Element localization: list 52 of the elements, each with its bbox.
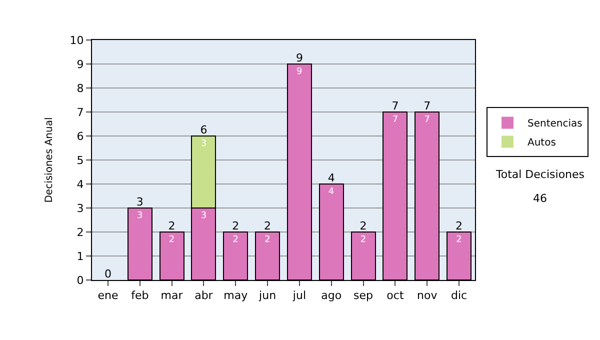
- data-label: 2: [264, 235, 270, 245]
- text: 46: [533, 192, 547, 205]
- y-tick-label: 7: [76, 106, 84, 119]
- legend-label: Sentencias: [527, 118, 582, 130]
- y-tick-label: 8: [76, 82, 84, 95]
- total-label: 0: [104, 267, 112, 280]
- x-tick-label: nov: [417, 289, 438, 302]
- total-label: 2: [232, 219, 240, 232]
- total-label: 2: [168, 219, 176, 232]
- data-label: 2: [232, 235, 238, 245]
- data-label: 2: [360, 235, 366, 245]
- data-label: 3: [200, 139, 207, 149]
- y-tick-label: 10: [70, 34, 84, 47]
- x-tick-label: feb: [131, 289, 149, 302]
- x-tick-label: ene: [98, 289, 118, 302]
- data-label: 7: [392, 115, 398, 125]
- y-tick-label: 1: [76, 250, 84, 263]
- x-tick-label: ago: [321, 289, 342, 302]
- total-label: 7: [424, 99, 431, 112]
- data-label: 9: [296, 67, 302, 77]
- text: Total Decisiones: [495, 168, 585, 181]
- total-label: 2: [456, 219, 463, 232]
- total-label: 2: [360, 219, 367, 232]
- y-tick-label: 5: [76, 154, 84, 167]
- y-tick-label: 3: [76, 202, 84, 215]
- legend-label: Autos: [527, 138, 556, 149]
- data-label: 2: [456, 235, 462, 245]
- y-axis-title: Decisiones Anual: [44, 117, 55, 203]
- total-label: 2: [264, 219, 272, 232]
- x-tick-label: dic: [450, 289, 468, 302]
- x-tick-label: jul: [292, 289, 306, 302]
- x-tick-label: may: [224, 289, 248, 302]
- data-label: 4: [328, 187, 334, 197]
- total-label: 9: [296, 51, 303, 64]
- y-tick-label: 9: [76, 58, 84, 71]
- y-tick-label: 6: [76, 130, 84, 143]
- x-tick-label: mar: [160, 289, 184, 302]
- total-label: 4: [328, 171, 335, 184]
- y-tick-label: 4: [76, 178, 84, 191]
- x-tick-label: oct: [386, 289, 404, 302]
- y-tick-label: 2: [76, 226, 84, 239]
- data-label: 3: [200, 211, 207, 221]
- y-tick-label: 0: [76, 274, 84, 287]
- total-label: 7: [392, 99, 399, 112]
- data-label: 2: [168, 235, 175, 245]
- total-label: 3: [136, 195, 144, 208]
- x-tick-label: sep: [354, 289, 374, 302]
- data-label: 7: [424, 115, 430, 125]
- total-label: 6: [200, 123, 208, 136]
- x-tick-label: jun: [258, 289, 276, 302]
- x-tick-label: abr: [194, 289, 214, 302]
- data-label: 3: [137, 211, 143, 221]
